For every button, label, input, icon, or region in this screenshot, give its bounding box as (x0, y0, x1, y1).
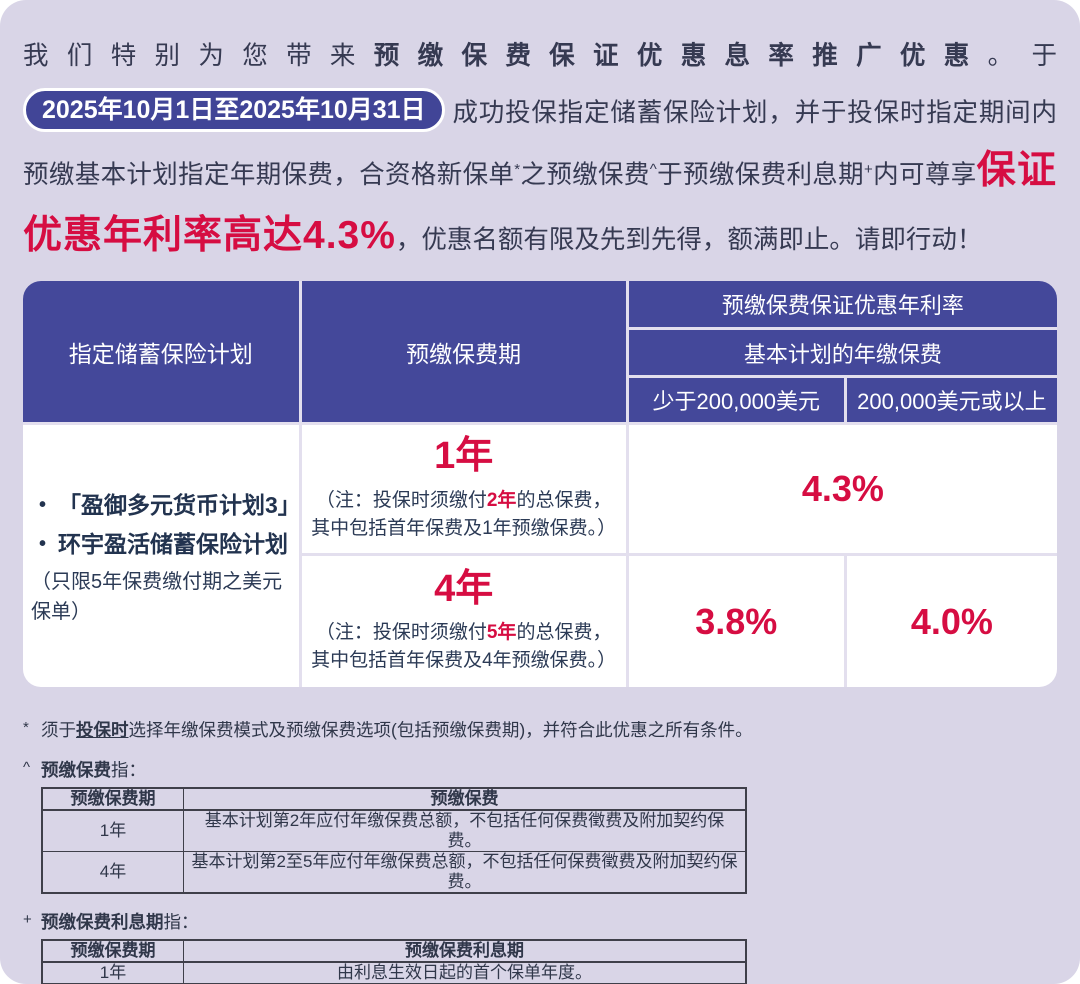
period-value-1year: 1年 (434, 435, 494, 478)
column-header: 预缴保费 (183, 787, 747, 811)
plans-cell: • 「盈御多元货币计划3」 • 环宇盈活储蓄保险计划 （只限5年保费缴付期之美元… (23, 425, 301, 687)
plan-column-header: 指定储蓄保险计划 (23, 281, 299, 422)
column-header: 预缴保费期 (41, 787, 184, 811)
note-highlight: 2年 (486, 489, 517, 511)
footnote-caret-marker: ^ (23, 759, 31, 776)
intro-text: 内可尊享 (872, 161, 977, 189)
period-note-4year: （注：投保时须缴付5年的总保费， 其中包括首年保费及4年预缴保费。） (311, 619, 616, 675)
footnote-plus-body: 预缴保费利息期指： 预缴保费期 预缴保费利息期 1年 由利息生效日起的首个保单年… (41, 909, 747, 984)
footnote-term: 预缴保费 (41, 760, 111, 780)
intro-text: 我们特别为您带来 (23, 42, 374, 70)
rate-group-header: 预缴保费保证优惠年利率 (628, 281, 1057, 327)
rate-cell-merged: 4.3% (628, 425, 1057, 553)
intro-text: 于预缴保费利息期 (656, 161, 865, 189)
plan-name-2: 环宇盈活储蓄保险计划 (58, 530, 289, 557)
footnote-marker-star: * (514, 161, 521, 178)
table-cell: 基本计划第2年应付年缴保费总额，不包括任何保费徵费及附加契约保费。 (183, 809, 747, 852)
footnote-plus: + 预缴保费利息期指： 预缴保费期 预缴保费利息期 1年 由利息生效日起的首个保… (23, 909, 1057, 984)
note-highlight: 5年 (486, 622, 517, 644)
footnote-text: 指： (111, 760, 146, 780)
period-note-1year: （注：投保时须缴付2年的总保费， 其中包括首年保费及1年预缴保费。） (311, 487, 616, 543)
footnote-plus-marker: + (23, 911, 32, 928)
footnote-marker-caret: ^ (649, 161, 657, 178)
table-cell: 由利息生效日起的首个保单年度。 (183, 961, 747, 984)
table-row: 1年 由利息生效日起的首个保单年度。 (41, 961, 747, 984)
promo-date-pill: 2025年10月1日至2025年10月31日 (23, 88, 445, 132)
interest-period-definition-table: 预缴保费期 预缴保费利息期 1年 由利息生效日起的首个保单年度。 4年 由利息生… (41, 939, 747, 984)
table-row: 4年 基本计划第2至5年应付年缴保费总额，不包括任何保费徵费及附加契约保费。 (41, 851, 747, 894)
column-header: 预缴保费期 (41, 939, 184, 963)
plan-item-1: • 「盈御多元货币计划3」 (31, 486, 301, 525)
table-header-row: 预缴保费期 预缴保费 (41, 787, 747, 811)
premium-band-low-header: 少于200,000美元 (628, 378, 844, 422)
footnote-caret: ^ 预缴保费指： 预缴保费期 预缴保费 1年 基本计划第2年应付年缴保费总额，不… (23, 757, 1057, 894)
note-text: （注：投保时须缴付 (315, 622, 487, 644)
note-text: 其中包括首年保费及1年预缴保费。） (311, 517, 617, 539)
premium-group-header: 基本计划的年缴保费 (628, 330, 1057, 375)
footnote-emphasis: 投保时 (76, 720, 129, 740)
footnote-text: 指： (163, 912, 199, 932)
premium-band-high-header: 200,000美元或以上 (846, 378, 1057, 422)
table-cell: 4年 (41, 851, 184, 894)
note-text: 的总保费， (516, 489, 612, 511)
intro-paragraph: 我们特别为您带来预缴保费保证优惠息率推广优惠。于 2025年10月1日至2025… (23, 28, 1057, 269)
footnote-caret-body: 预缴保费指： 预缴保费期 预缴保费 1年 基本计划第2年应付年缴保费总额，不包括… (41, 757, 747, 894)
column-header: 预缴保费利息期 (183, 939, 747, 963)
period-cell-4year: 4年 （注：投保时须缴付5年的总保费， 其中包括首年保费及4年预缴保费。） (301, 556, 626, 687)
footnote-star-text: 须于投保时选择年缴保费模式及预缴保费选项(包括预缴保费期)，并符合此优惠之所有条… (41, 717, 753, 742)
intro-text: 之预缴保费 (520, 161, 650, 189)
footnote-plus-title: 预缴保费利息期指： (41, 909, 747, 934)
footnotes-section: * 须于投保时选择年缴保费模式及预缴保费选项(包括预缴保费期)，并符合此优惠之所… (23, 717, 1057, 984)
rate-table: 指定储蓄保险计划 预缴保费期 预缴保费保证优惠年利率 基本计划的年缴保费 少于2… (23, 281, 1057, 687)
bullet-icon: • (39, 493, 47, 516)
intro-text: 。于 (987, 42, 1057, 70)
plan-name-1: 「盈御多元货币计划3」 (58, 491, 301, 518)
table-cell: 1年 (41, 809, 184, 852)
bullet-icon: • (39, 532, 47, 555)
plan-item-2: • 环宇盈活储蓄保险计划 (31, 525, 288, 564)
footnote-star-marker: * (23, 719, 29, 736)
note-text: （注：投保时须缴付 (315, 489, 487, 511)
table-cell: 基本计划第2至5年应付年缴保费总额，不包括任何保费徵费及附加契约保费。 (183, 851, 747, 894)
footnote-star: * 须于投保时选择年缴保费模式及预缴保费选项(包括预缴保费期)，并符合此优惠之所… (23, 717, 1057, 742)
note-text: 的总保费， (516, 622, 612, 644)
intro-text: ，优惠名额有限及先到先得，额满即止。请即行动！ (395, 226, 983, 254)
footnote-text: 选择年缴保费模式及预缴保费选项(包括预缴保费期)，并符合此优惠之所有条件。 (128, 720, 753, 740)
rate-value-3-8: 3.8% (695, 600, 778, 642)
period-value-4year: 4年 (434, 567, 494, 610)
footnote-caret-title: 预缴保费指： (41, 757, 747, 782)
intro-text: 成功投保指定储蓄保险计划，并于投保时指定期间内预缴基本计划指定年期保费，合资格新… (23, 99, 1057, 189)
footnote-marker-plus: + (864, 161, 873, 178)
footnote-term: 预缴保费利息期 (41, 912, 164, 932)
rate-highlight: 保证优惠年利率高达4.3% (23, 149, 1057, 257)
period-column-header: 预缴保费期 (301, 281, 626, 422)
rate-cell-low-band: 3.8% (628, 556, 844, 687)
table-header-row: 预缴保费期 预缴保费利息期 (41, 939, 747, 963)
plan-restriction: （只限5年保费缴付期之美元保单） (31, 570, 283, 623)
rate-value-4-0: 4.0% (910, 600, 993, 642)
table-row: 1年 基本计划第2年应付年缴保费总额，不包括任何保费徵费及附加契约保费。 (41, 809, 747, 852)
prepaid-premium-definition-table: 预缴保费期 预缴保费 1年 基本计划第2年应付年缴保费总额，不包括任何保费徵费及… (41, 787, 747, 894)
rate-value-4-3: 4.3% (801, 468, 884, 509)
period-cell-1year: 1年 （注：投保时须缴付2年的总保费， 其中包括首年保费及1年预缴保费。） (301, 425, 626, 553)
note-text: 其中包括首年保费及4年预缴保费。） (311, 650, 617, 672)
table-cell: 1年 (41, 961, 184, 984)
footnote-text: 须于 (41, 720, 76, 740)
promo-title: 预缴保费保证优惠息率推广优惠 (373, 42, 988, 70)
rate-cell-high-band: 4.0% (846, 556, 1057, 687)
